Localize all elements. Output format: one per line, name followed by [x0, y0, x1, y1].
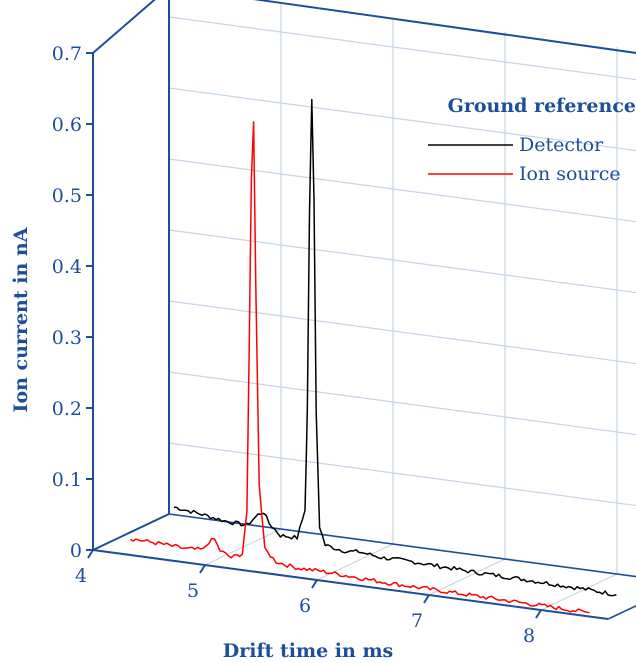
y-tick-label: 0.5 [52, 185, 82, 207]
x-tick-label: 5 [187, 580, 199, 602]
depth-axis-line [92, 513, 170, 551]
x-tick-label: 4 [75, 565, 87, 587]
back-top-edge [252, 0, 636, 54]
series-line-ion-source [130, 121, 590, 614]
axes [86, 0, 636, 620]
y-tick-label: 0.4 [52, 256, 82, 278]
floor-gridline [540, 573, 618, 611]
x-tick-label: 8 [523, 625, 535, 647]
y-tick-label: 0.6 [52, 114, 82, 136]
legend-entry-ion-source: Ion source [519, 163, 621, 185]
y-tick-label: 0.1 [52, 469, 82, 491]
x-tick [199, 564, 206, 574]
x-tick [535, 609, 542, 619]
x-tick-label: 6 [299, 595, 311, 617]
back-gridline-y [168, 371, 636, 436]
legend-entry-detector: Detector [519, 134, 604, 156]
back-gridline-y [168, 16, 636, 81]
back-gridline-y [168, 442, 636, 507]
back-bottom-edge [168, 513, 636, 578]
floor-grid [204, 528, 618, 611]
y-tick-label: 0.2 [52, 398, 82, 420]
x-axis-title: Drift time in ms [223, 640, 394, 662]
x-tick [423, 594, 430, 604]
back-gridline-y [168, 300, 636, 365]
y-axis-title: Ion current in nA [10, 227, 32, 412]
back-gridline-y [168, 87, 636, 152]
x-tick [87, 549, 94, 559]
floor-gridline [428, 558, 506, 596]
x-tick [311, 579, 318, 589]
x-axis-line [92, 549, 609, 620]
right-floor-edge [607, 604, 636, 620]
series-layer [130, 98, 617, 614]
y-tick-label: 0.3 [52, 327, 82, 349]
legend: Ground reference Detector Ion source [428, 95, 636, 185]
series-line-detector [173, 98, 617, 597]
floor-gridline [316, 543, 394, 581]
y-tick-label: 0.7 [52, 43, 82, 65]
legend-title: Ground reference [448, 95, 636, 117]
x-tick-label: 7 [411, 610, 423, 632]
tick-labels: 0 0.1 0.2 0.3 0.4 0.5 0.6 0.7 4 5 6 7 8 [52, 43, 535, 647]
top-depth-edge [92, 0, 156, 54]
back-wall-grid [168, 2, 636, 574]
back-gridline-y [168, 229, 636, 294]
y-tick-label: 0 [70, 540, 82, 562]
